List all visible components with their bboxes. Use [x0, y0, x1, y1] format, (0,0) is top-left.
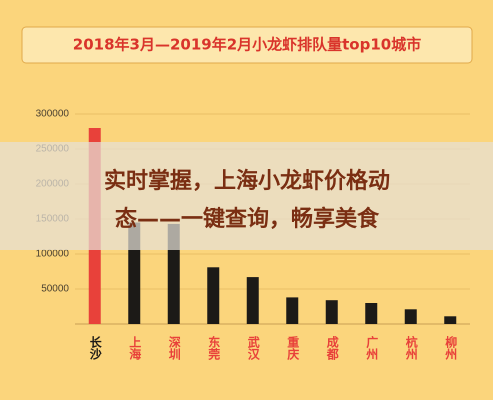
x-tick-label: 长沙: [88, 335, 102, 361]
x-tick-label: 广州: [365, 335, 379, 361]
x-tick-label: 杭州: [404, 335, 418, 361]
y-tick-label: 300000: [36, 109, 70, 120]
bar: [325, 300, 338, 324]
chart-title: 2018年3月—2019年2月小龙虾排队量top10城市: [73, 36, 421, 54]
bar: [207, 267, 220, 324]
x-tick-label: 柳州: [444, 335, 458, 361]
banner-text: 态——一键查询，畅享美食: [115, 206, 380, 232]
title-box: [21, 26, 473, 64]
x-tick-label: 东莞: [207, 335, 221, 361]
y-tick-label: 100000: [36, 249, 70, 260]
banner: [0, 142, 493, 250]
bar: [404, 309, 417, 324]
bar: [365, 303, 378, 324]
x-tick-label: 武汉: [246, 335, 260, 361]
y-tick-label: 50000: [41, 284, 69, 295]
bar: [444, 316, 457, 324]
banner-text: 实时掌握，上海小龙虾价格动: [104, 168, 390, 194]
bar: [246, 277, 259, 324]
x-tick-label: 上海: [128, 335, 142, 361]
x-tick-label: 深圳: [167, 335, 181, 361]
bar: [286, 297, 299, 324]
x-tick-label: 重庆: [286, 335, 300, 361]
x-tick-label: 成都: [325, 335, 339, 361]
